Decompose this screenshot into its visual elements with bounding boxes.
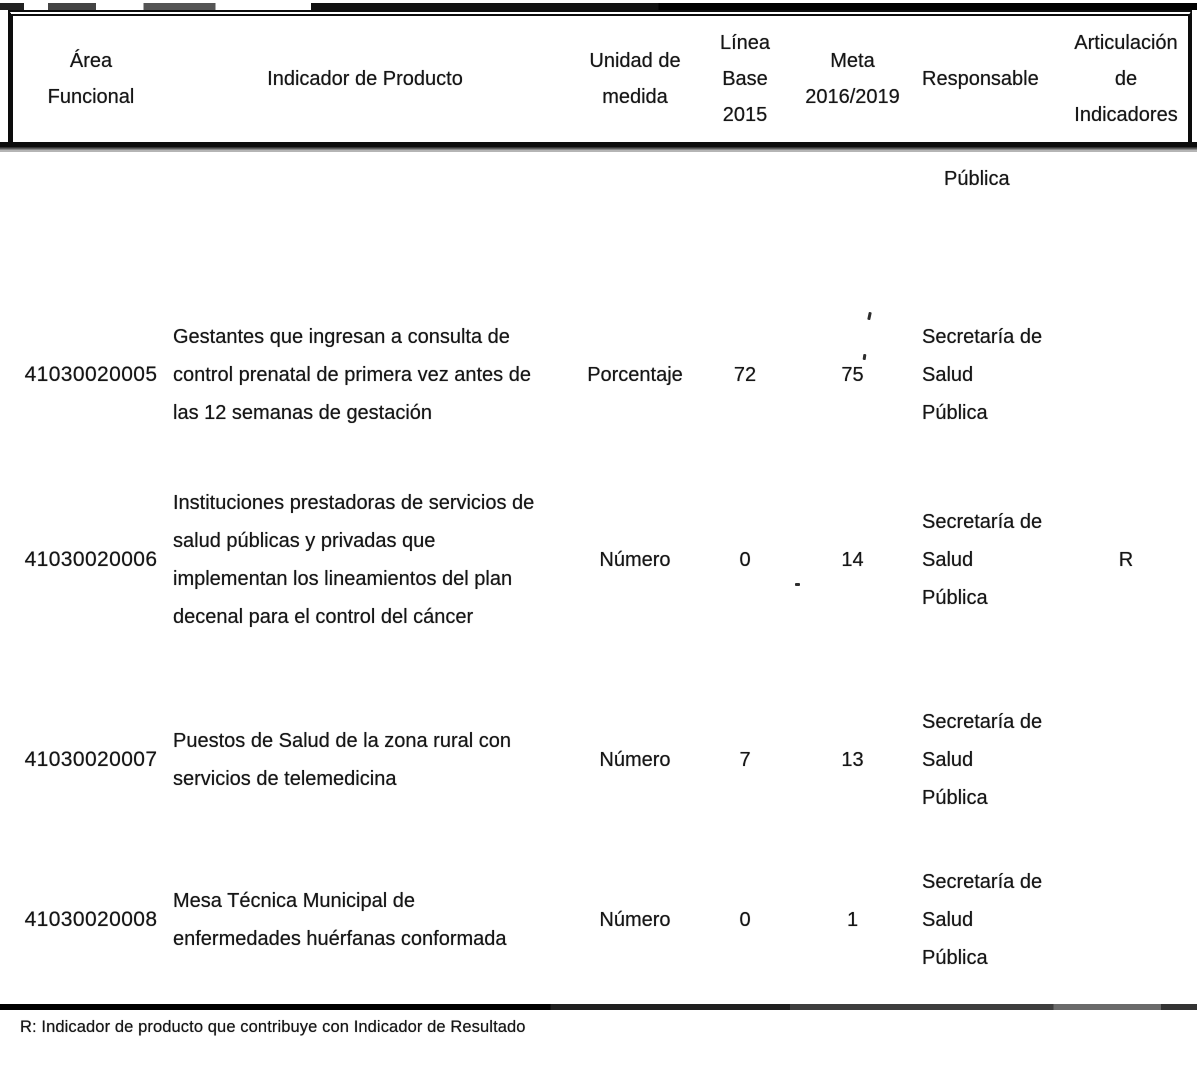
col-header-linea-base-2015: Línea Base 2015 [719, 32, 771, 126]
cell-indicador: Instituciones prestadoras de servicios d… [173, 492, 535, 628]
cell-linea-base: 0 [739, 549, 751, 571]
footnote-r-legend: R: Indicador de producto que contribuye … [20, 1018, 526, 1036]
table-header-row: Área Funcional Indicador de Producto Uni… [22, 25, 1190, 133]
table-row: 41030020006 Instituciones prestadoras de… [22, 465, 1190, 655]
col-header-unidad-de-medida: Unidad de medida [589, 50, 681, 108]
cell-area-funcional: 41030020007 [24, 748, 158, 771]
cell-area-funcional: 41030020008 [24, 908, 158, 931]
cell-unidad: Número [599, 909, 671, 931]
cell-area-funcional: 41030020005 [24, 363, 158, 386]
cell-unidad: Porcentaje [587, 364, 683, 386]
cell-responsable: Secretaría de Salud Pública [922, 871, 1043, 969]
cell-responsable: Secretaría de Salud Pública [922, 511, 1043, 609]
cell-meta: 75 [841, 364, 864, 386]
col-header-indicador-de-producto: Indicador de Producto [267, 68, 463, 90]
page-top-rule [0, 3, 1197, 10]
table-row: 41030020007 Puestos de Salud de la zona … [22, 685, 1190, 835]
cell-unidad: Número [599, 749, 671, 771]
cell-articulacion: R [1118, 549, 1134, 571]
col-header-area-funcional: Área Funcional [47, 50, 135, 108]
col-header-responsable: Responsable [922, 68, 1039, 90]
cell-indicador: Puestos de Salud de la zona rural con se… [173, 730, 511, 790]
scan-speck [795, 583, 800, 586]
header-bottom-rule [0, 142, 1197, 152]
cell-meta: 14 [841, 549, 864, 571]
cell-linea-base: 0 [739, 909, 751, 931]
carryover-responsable-cell: Pública [944, 168, 1010, 190]
cell-linea-base: 72 [733, 364, 757, 386]
table-bottom-rule [0, 1004, 1197, 1010]
cell-meta: 1 [846, 909, 859, 931]
table-row: 41030020008 Mesa Técnica Municipal de en… [22, 840, 1190, 1000]
cell-indicador: Mesa Técnica Municipal de enfermedades h… [173, 890, 507, 950]
table-row: 41030020005 Gestantes que ingresan a con… [22, 305, 1190, 445]
cell-responsable: Secretaría de Salud Pública [922, 711, 1043, 809]
table-header-box: Área Funcional Indicador de Producto Uni… [8, 10, 1192, 142]
cell-meta: 13 [841, 749, 864, 771]
col-header-articulacion-de-indicadores: Articulación de Indicadores [1074, 32, 1178, 126]
cell-unidad: Número [599, 549, 671, 571]
cell-responsable: Secretaría de Salud Pública [922, 326, 1043, 424]
col-header-meta-2016-2019: Meta 2016/2019 [805, 50, 900, 108]
cell-area-funcional: 41030020006 [24, 548, 158, 571]
cell-indicador: Gestantes que ingresan a consulta de con… [173, 326, 531, 424]
cell-linea-base: 7 [739, 749, 751, 771]
